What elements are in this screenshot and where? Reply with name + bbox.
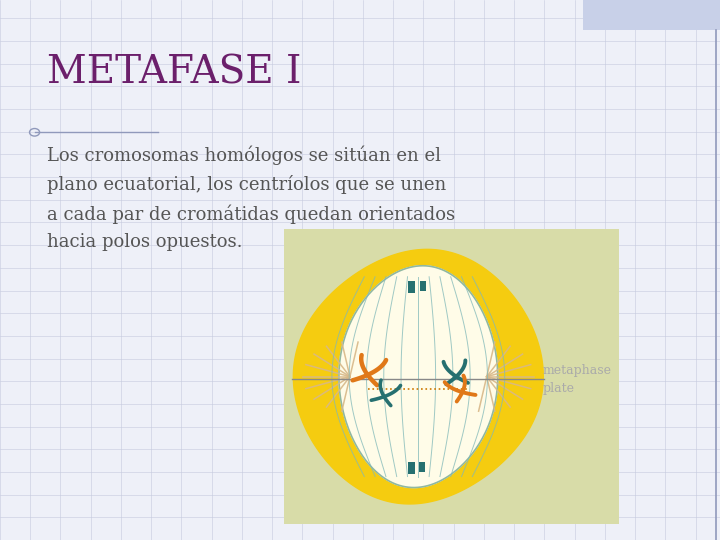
Bar (583, 0, 720, 30)
Bar (284, 230, 619, 524)
Polygon shape (293, 249, 544, 504)
Polygon shape (339, 266, 498, 488)
Text: METAFASE I: METAFASE I (47, 54, 301, 91)
Text: Los cromosomas homólogos se sitúan en el
plano ecuatorial, los centríolos que se: Los cromosomas homólogos se sitúan en el… (47, 146, 455, 251)
Bar (420, 281, 426, 292)
Bar (408, 462, 415, 474)
Bar (419, 462, 425, 472)
Text: metaphase
plate: metaphase plate (542, 364, 611, 395)
Bar (408, 281, 415, 293)
